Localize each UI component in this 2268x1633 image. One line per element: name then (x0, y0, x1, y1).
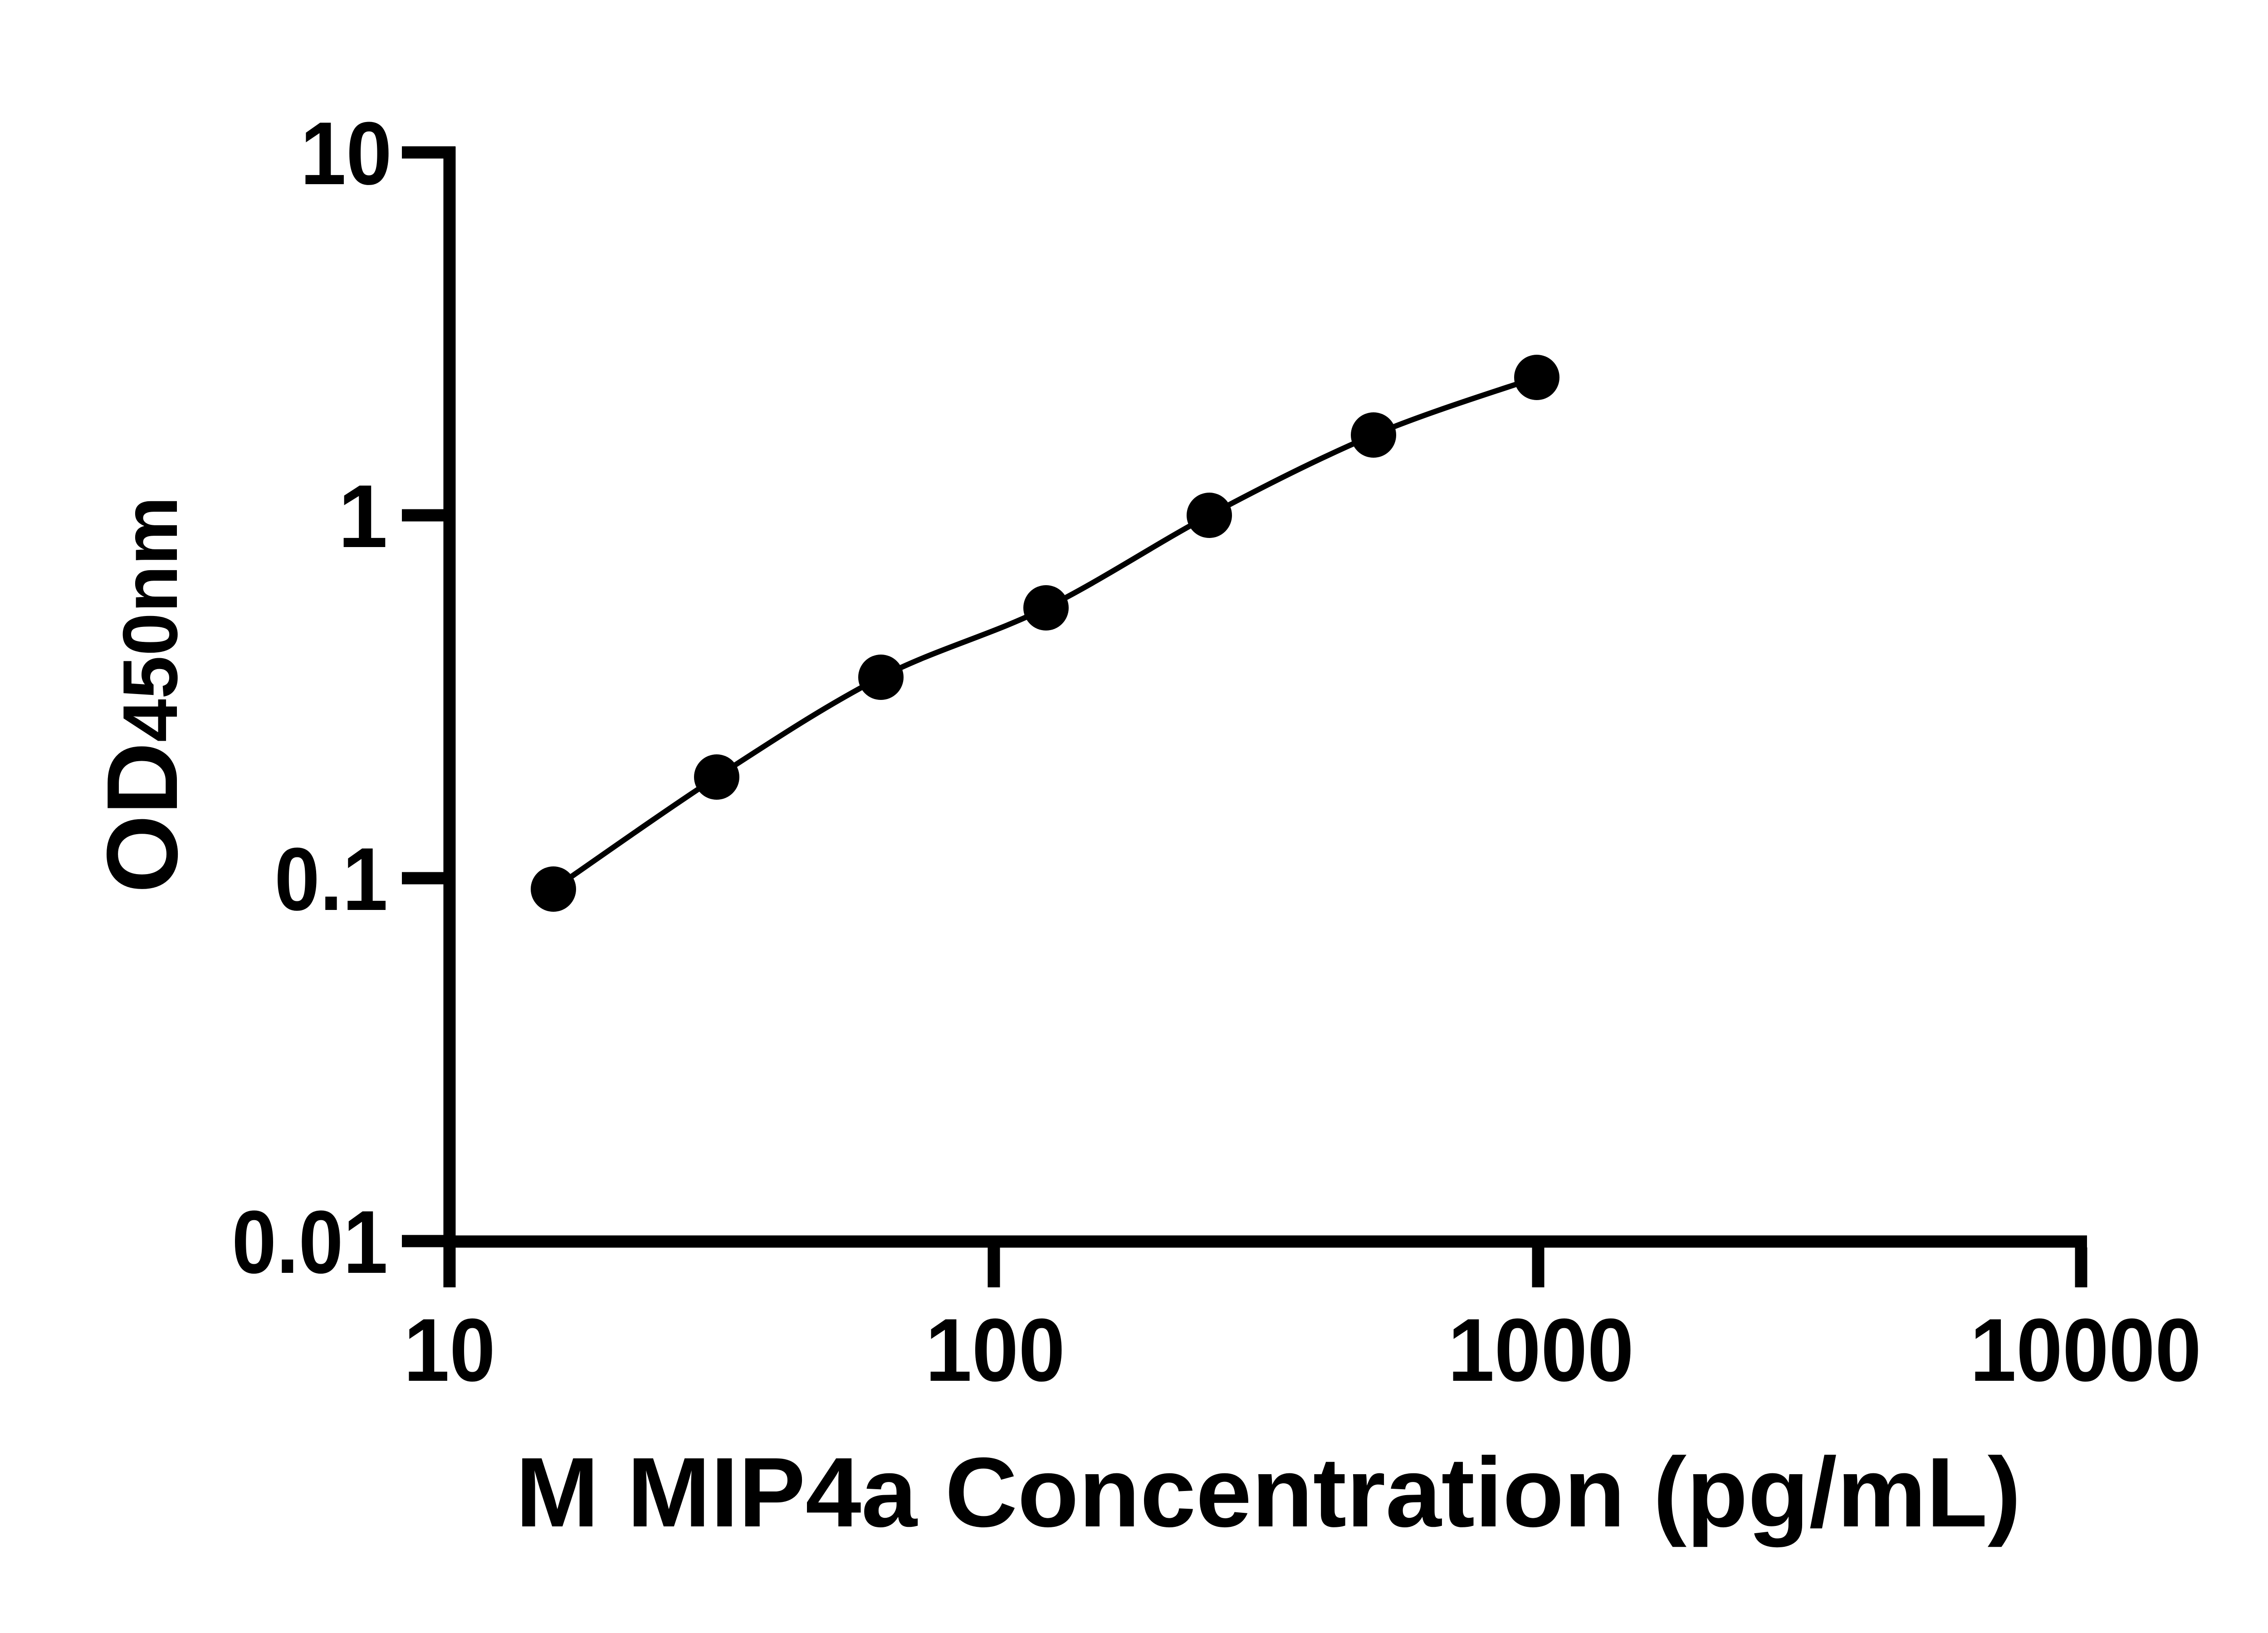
svg-text:M MIP4a Concentration (pg/mL): M MIP4a Concentration (pg/mL) (516, 1437, 2021, 1548)
svg-text:1000: 1000 (1448, 1300, 1634, 1400)
svg-text:100: 100 (925, 1300, 1065, 1400)
svg-text:10000: 10000 (1970, 1300, 2201, 1400)
svg-text:10: 10 (404, 1300, 495, 1400)
svg-text:0.01: 0.01 (232, 1192, 388, 1292)
svg-text:0.1: 0.1 (274, 829, 388, 929)
svg-text:10: 10 (300, 103, 392, 203)
svg-text:1: 1 (338, 466, 388, 566)
